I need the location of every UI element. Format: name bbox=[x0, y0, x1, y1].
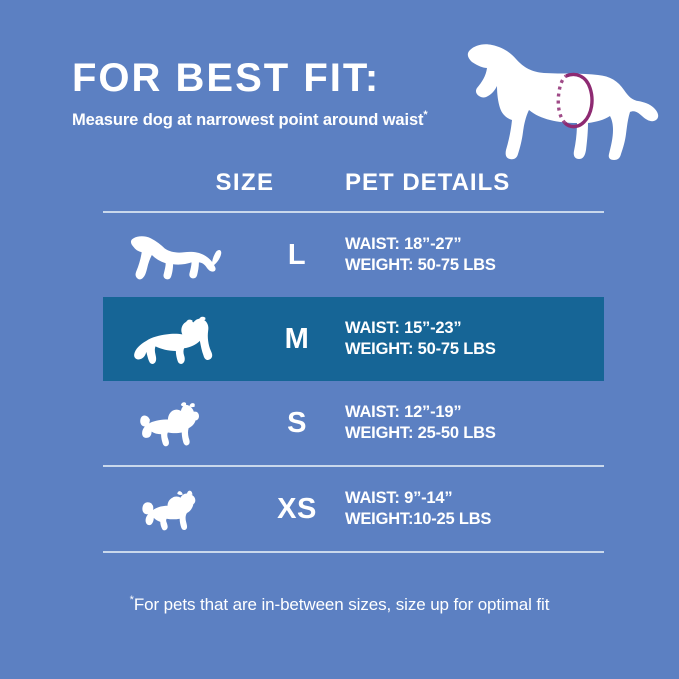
footer-asterisk: * bbox=[129, 594, 134, 606]
column-header-size: SIZE bbox=[215, 169, 275, 196]
table-header-row: SIZE PET DETAILS bbox=[103, 165, 604, 211]
footer-note-text: For pets that are in-between sizes, size… bbox=[133, 595, 550, 614]
waist-value: WAIST: 12”-19” bbox=[345, 402, 462, 421]
weight-value: WEIGHT: 25-50 LBS bbox=[345, 424, 496, 442]
waist-value: WAIST: 15”-23” bbox=[345, 318, 462, 337]
scottish-terrier-silhouette-icon bbox=[111, 381, 237, 465]
golden-retriever-silhouette-icon bbox=[111, 213, 237, 297]
collie-silhouette-icon bbox=[111, 297, 237, 381]
pet-details-cell: WAIST: 12”-19” WEIGHT: 25-50 LBS bbox=[345, 381, 496, 465]
table-divider bbox=[103, 465, 604, 467]
size-label: S bbox=[287, 406, 307, 439]
weight-value: WEIGHT: 50-75 LBS bbox=[345, 340, 496, 358]
weight-value: WEIGHT:10-25 LBS bbox=[345, 510, 492, 528]
header-subtitle: Measure dog at narrowest point around wa… bbox=[72, 109, 492, 130]
header-subtitle-text: Measure dog at narrowest point around wa… bbox=[72, 111, 424, 129]
pet-details-cell: WAIST: 15”-23” WEIGHT: 50-75 LBS bbox=[345, 297, 496, 381]
hero-dog-illustration bbox=[458, 28, 664, 176]
table-divider bbox=[103, 211, 604, 213]
table-row[interactable]: XS WAIST: 9”-14” WEIGHT:10-25 LBS bbox=[103, 467, 604, 551]
table-row[interactable]: L WAIST: 18”-27” WEIGHT: 50-75 LBS bbox=[103, 213, 604, 297]
weight-value: WEIGHT: 50-75 LBS bbox=[345, 256, 496, 274]
pomeranian-silhouette-icon bbox=[111, 467, 237, 551]
footer-note: *For pets that are in-between sizes, siz… bbox=[0, 594, 679, 615]
size-label: L bbox=[287, 238, 307, 271]
pet-details-cell: WAIST: 9”-14” WEIGHT:10-25 LBS bbox=[345, 467, 491, 551]
waist-value: WAIST: 9”-14” bbox=[345, 488, 453, 507]
dog-body-silhouette bbox=[467, 44, 659, 160]
header-block: FOR BEST FIT: Measure dog at narrowest p… bbox=[72, 58, 492, 130]
table-row[interactable]: S WAIST: 12”-19” WEIGHT: 25-50 LBS bbox=[103, 381, 604, 465]
table-divider bbox=[103, 551, 604, 553]
header-subtitle-asterisk: * bbox=[423, 109, 428, 121]
page-title: FOR BEST FIT: bbox=[72, 56, 381, 100]
column-header-pet-details: PET DETAILS bbox=[345, 169, 511, 196]
waist-value: WAIST: 18”-27” bbox=[345, 234, 462, 253]
size-label: XS bbox=[277, 492, 317, 525]
pet-details-cell: WAIST: 18”-27” WEIGHT: 50-75 LBS bbox=[345, 213, 496, 297]
size-table: SIZE PET DETAILS L WAIST: 18”-27” WEIGHT… bbox=[103, 165, 604, 553]
waist-measure-ring bbox=[556, 72, 594, 129]
table-row[interactable]: M WAIST: 15”-23” WEIGHT: 50-75 LBS bbox=[103, 297, 604, 381]
size-label: M bbox=[284, 322, 310, 355]
